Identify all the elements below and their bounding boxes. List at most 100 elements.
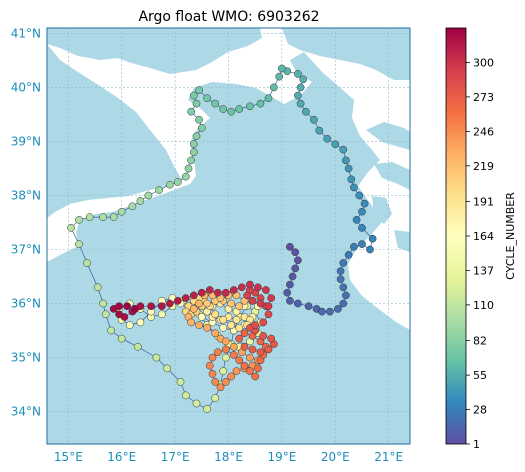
lon-tick-label: 18°E (214, 450, 243, 464)
float-position-point (291, 264, 300, 273)
float-position-point (227, 321, 236, 329)
float-position-point (229, 351, 238, 359)
float-position-point (331, 140, 340, 149)
colorbar-tick-label: 219 (473, 160, 494, 173)
float-position-point (197, 288, 206, 297)
float-position-point (229, 342, 238, 351)
colorbar-tick-label: 164 (473, 230, 494, 243)
float-position-point (189, 305, 198, 313)
float-position-point (195, 115, 203, 124)
float-position-point (243, 291, 252, 300)
float-position-point (211, 329, 220, 338)
float-position-point (221, 378, 230, 386)
float-position-point (339, 283, 348, 292)
float-position-point (334, 305, 342, 313)
float-position-point (336, 275, 345, 284)
colorbar-tick-label: 110 (473, 299, 494, 312)
float-position-point (195, 86, 203, 94)
float-position-point (355, 191, 364, 200)
float-position-point (227, 372, 236, 381)
float-position-point (152, 353, 161, 362)
float-position-point (248, 296, 257, 305)
float-position-point (181, 391, 190, 400)
longitude-tick-labels: 15°E 16°E 17°E 18°E 19°E 20°E 21°E (54, 450, 403, 464)
float-position-point (342, 156, 350, 165)
float-position-point (128, 202, 137, 211)
float-position-point (157, 302, 166, 311)
float-position-point (256, 299, 265, 308)
float-position-point (336, 267, 345, 275)
float-position-point (360, 199, 369, 208)
float-position-point (283, 288, 292, 297)
float-position-point (203, 299, 211, 308)
float-position-point (235, 302, 244, 311)
float-position-point (144, 191, 153, 200)
latitude-tick-labels: 34°N 35°N 36°N 37°N 38°N 39°N 40°N 41°N (11, 26, 41, 418)
float-position-point (176, 378, 185, 386)
float-position-point (192, 132, 201, 140)
colorbar-tick-label: 246 (473, 125, 494, 138)
float-position-point (165, 299, 174, 308)
float-position-point (235, 105, 244, 113)
float-position-point (165, 180, 174, 189)
colorbar-tick-label: 300 (473, 56, 494, 69)
float-position-point (275, 72, 284, 81)
lat-tick-label: 37°N (11, 243, 41, 257)
lat-tick-label: 41°N (11, 26, 41, 40)
float-position-point (197, 124, 206, 132)
float-position-point (366, 245, 374, 254)
lat-tick-label: 40°N (11, 80, 41, 94)
float-position-point (246, 367, 254, 375)
float-position-point (323, 134, 332, 143)
float-position-point (195, 299, 203, 308)
float-position-point (296, 83, 305, 92)
float-position-point (286, 242, 294, 251)
float-position-point (248, 345, 257, 354)
colorbar-tick-label: 28 (473, 404, 487, 417)
float-position-point (339, 145, 348, 154)
float-position-point (286, 296, 294, 305)
float-position-point (195, 321, 203, 329)
float-position-point (211, 310, 220, 319)
float-position-point (219, 367, 228, 375)
float-position-point (350, 183, 358, 192)
float-position-point (358, 240, 366, 248)
float-position-point (189, 148, 198, 157)
float-position-point (187, 107, 195, 116)
float-position-point (254, 283, 262, 292)
float-position-point (350, 242, 358, 251)
float-position-point (227, 107, 236, 116)
float-position-point (75, 240, 83, 248)
float-position-point (262, 286, 270, 294)
float-position-point (294, 91, 302, 100)
float-position-point (187, 318, 195, 327)
lat-tick-label: 34°N (11, 405, 41, 419)
float-position-point (315, 126, 324, 135)
float-position-point (117, 334, 126, 343)
lon-tick-label: 16°E (107, 450, 136, 464)
float-position-point (358, 207, 366, 216)
colorbar: 300 273 246 219 191 164 137 110 82 55 28 1 CYCLE_NU… (445, 27, 517, 451)
float-position-point (213, 288, 222, 297)
lat-tick-label: 39°N (11, 134, 41, 148)
lon-tick-label: 21°E (374, 450, 403, 464)
float-position-point (99, 213, 107, 221)
float-position-point (184, 164, 193, 173)
lat-tick-label: 35°N (11, 351, 41, 365)
float-position-point (133, 342, 142, 351)
float-position-point (109, 213, 118, 221)
float-position-point (136, 318, 145, 327)
float-position-point (264, 310, 273, 319)
colorbar-ticks: 300 273 246 219 191 164 137 110 82 55 28 1 (466, 56, 494, 451)
map-frame (46, 27, 411, 445)
float-position-point (288, 272, 297, 281)
float-position-point (358, 224, 366, 232)
float-position-point (232, 315, 241, 324)
float-position-point (296, 99, 305, 108)
lon-tick-label: 17°E (161, 450, 190, 464)
float-position-point (240, 329, 249, 338)
float-position-point (264, 345, 273, 354)
float-position-point (208, 369, 217, 378)
colorbar-tick-label: 1 (473, 438, 480, 451)
